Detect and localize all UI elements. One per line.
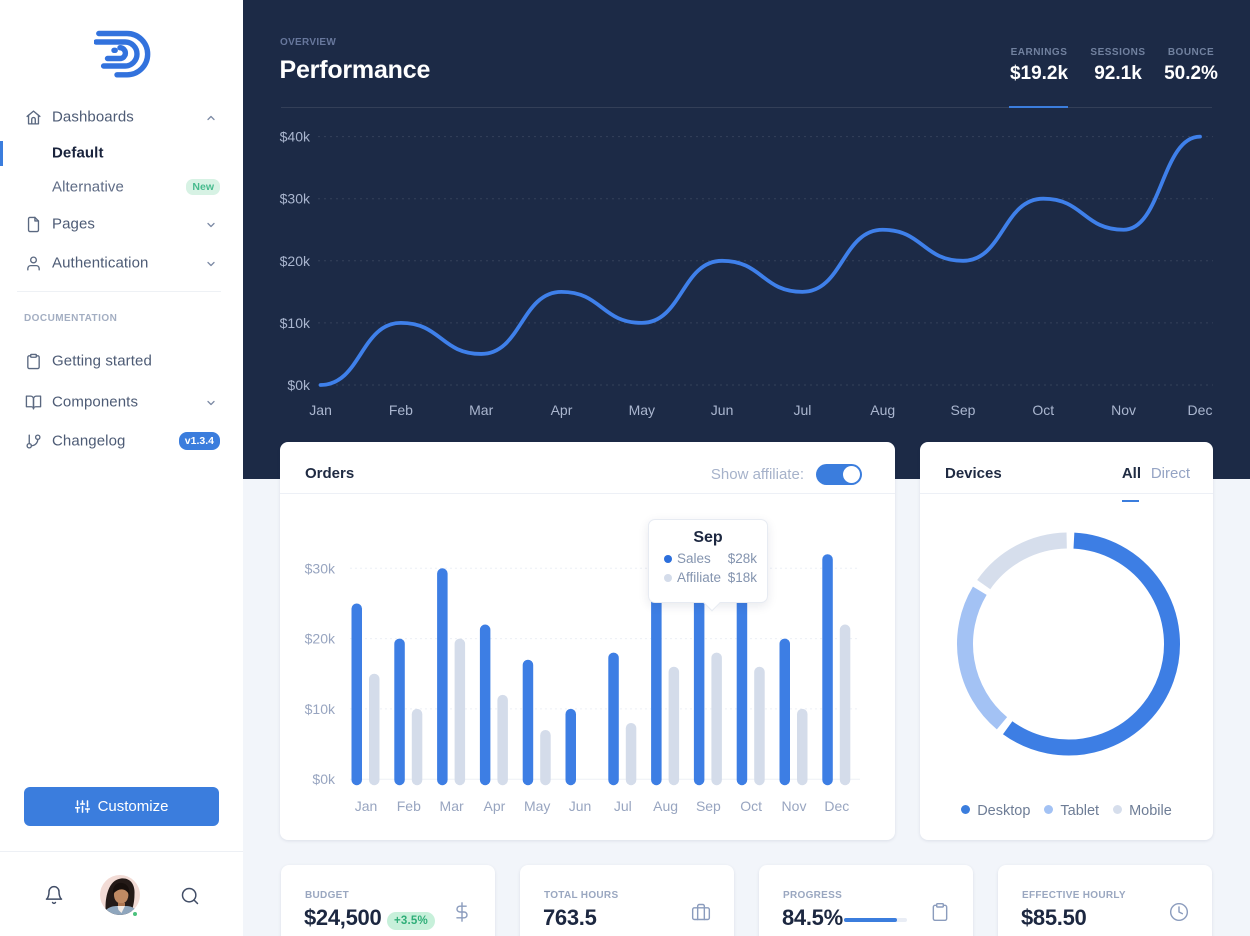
svg-text:$30k: $30k [280, 191, 311, 207]
svg-text:Oct: Oct [1032, 402, 1054, 418]
svg-text:Aug: Aug [870, 402, 895, 418]
svg-text:Jul: Jul [614, 798, 632, 814]
svg-text:Nov: Nov [1111, 402, 1136, 418]
svg-text:Jun: Jun [711, 402, 734, 418]
svg-text:Feb: Feb [397, 798, 421, 814]
svg-text:Aug: Aug [653, 798, 678, 814]
svg-text:May: May [524, 798, 550, 814]
svg-text:$10k: $10k [280, 315, 311, 331]
svg-text:Dec: Dec [1188, 402, 1213, 418]
svg-text:May: May [629, 402, 655, 418]
svg-text:Mar: Mar [469, 402, 493, 418]
svg-text:Sep: Sep [696, 798, 721, 814]
svg-text:$40k: $40k [280, 129, 311, 145]
svg-text:Jan: Jan [309, 402, 332, 418]
svg-text:$10k: $10k [305, 701, 336, 717]
svg-text:Apr: Apr [551, 402, 573, 418]
svg-text:Mar: Mar [440, 798, 464, 814]
svg-text:Sep: Sep [951, 402, 976, 418]
svg-text:Oct: Oct [740, 798, 762, 814]
svg-text:Apr: Apr [484, 798, 506, 814]
svg-text:Jan: Jan [355, 798, 378, 814]
svg-text:Dec: Dec [824, 798, 849, 814]
svg-text:$0k: $0k [312, 771, 336, 787]
svg-text:$20k: $20k [305, 631, 336, 647]
svg-text:Feb: Feb [389, 402, 413, 418]
svg-text:$0k: $0k [287, 377, 311, 393]
svg-text:Jun: Jun [569, 798, 592, 814]
svg-text:$30k: $30k [305, 560, 336, 576]
svg-text:Jul: Jul [793, 402, 811, 418]
svg-text:Nov: Nov [782, 798, 807, 814]
svg-text:$20k: $20k [280, 253, 311, 269]
